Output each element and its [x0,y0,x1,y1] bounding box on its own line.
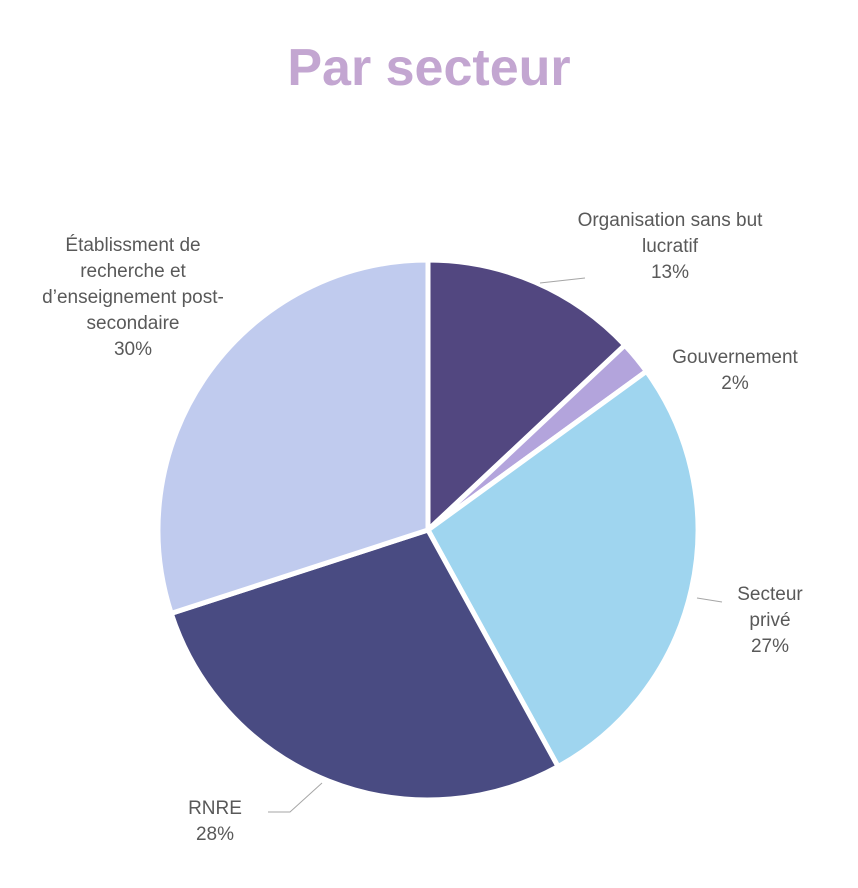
label-category: RNRE [188,798,242,819]
data-label-organisation: Organisation sans but lucratif 13% [570,208,770,286]
pie-slice-3 [168,527,561,803]
leader-line-rnre [268,782,323,813]
pie-slice-2 [425,368,701,770]
leader-line-secteur-prive [696,597,723,603]
pie-slice-0 [425,257,628,533]
label-value: 30% [113,339,153,360]
data-label-etablissement: Établissment de recherche et d’enseignem… [38,233,228,363]
label-value: 28% [195,824,235,845]
label-category: Établissment de recherche et d’enseignem… [42,235,224,334]
data-label-gouvernement: Gouvernement 2% [640,345,830,397]
chart-title: Par secteur [287,39,571,97]
data-label-secteur-prive: Secteur privé 27% [722,582,818,660]
label-category: Organisation sans but lucratif [577,210,763,257]
label-category: Gouvernement [672,347,798,368]
pie-slice-4 [155,257,431,616]
label-category: Secteur privé [737,584,803,631]
label-value: 2% [721,373,749,394]
data-label-rnre: RNRE 28% [170,796,260,848]
label-value: 13% [650,262,690,283]
label-value: 27% [750,636,790,657]
leader-line-organisation [539,277,586,284]
